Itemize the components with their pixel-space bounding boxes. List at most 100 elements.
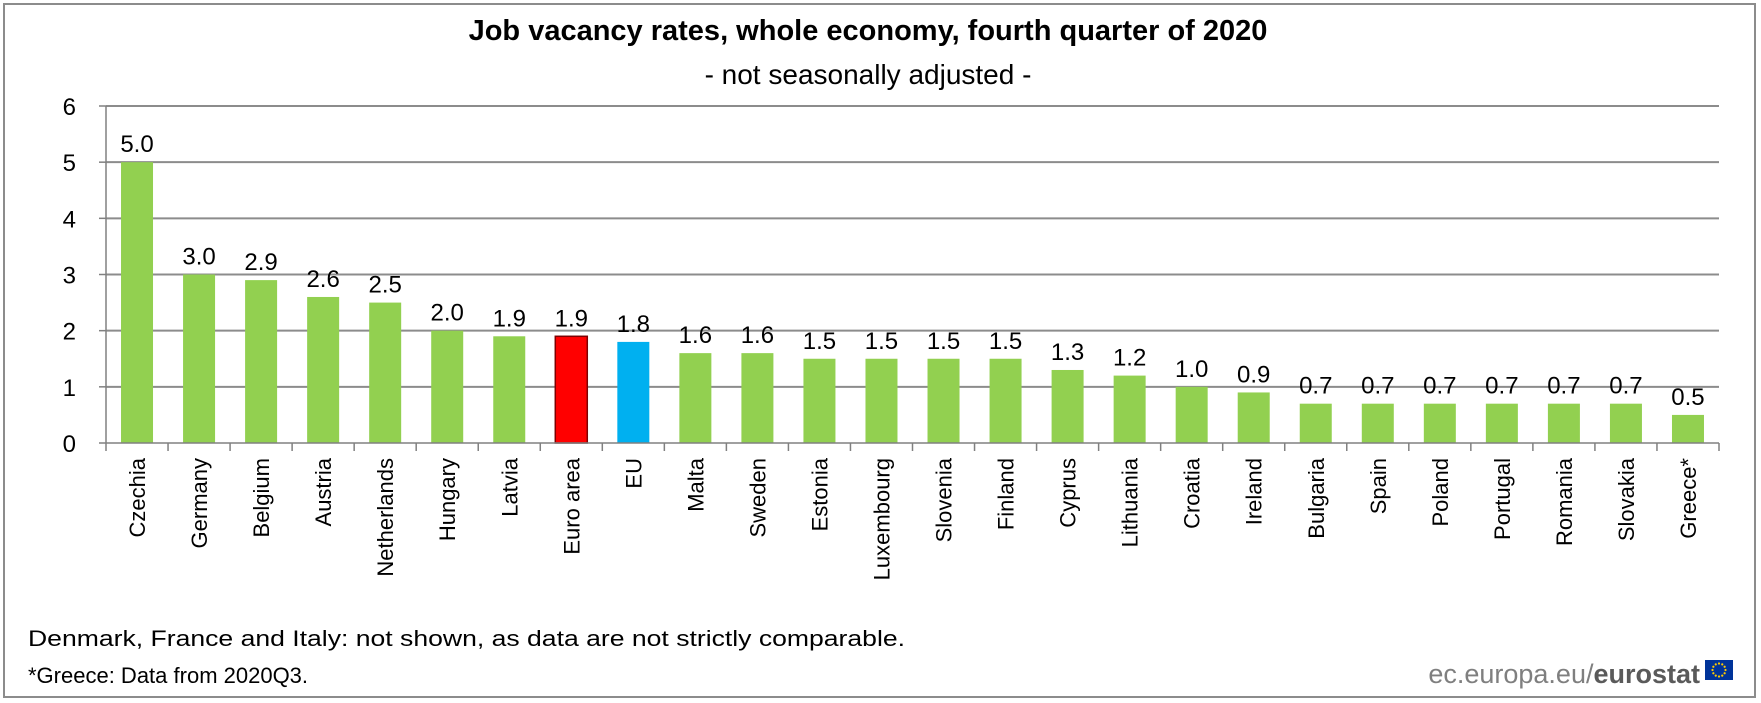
category-label: Malta <box>683 457 708 512</box>
bar <box>1113 375 1146 443</box>
eurostat-branding: ec.europa.eu/eurostat <box>1428 659 1733 689</box>
bar <box>1237 392 1270 443</box>
brand-name: eurostat <box>1593 659 1700 689</box>
x-axis <box>105 106 1720 451</box>
eu-flag-star <box>1723 665 1726 668</box>
category-label: Poland <box>1428 458 1453 527</box>
category-label: Greece* <box>1676 458 1701 539</box>
category-label: Cyprus <box>1056 458 1081 528</box>
data-label: 0.7 <box>1361 373 1394 400</box>
footnote-not-shown: Denmark, France and Italy: not shown, as… <box>28 626 905 651</box>
eu-flag-star <box>1724 668 1727 672</box>
bar <box>1051 369 1084 443</box>
data-label: 0.7 <box>1609 373 1642 400</box>
data-label: 1.9 <box>493 305 526 332</box>
eu-flag-icon <box>1705 660 1733 680</box>
category-label: Latvia <box>497 457 522 516</box>
bar <box>1423 403 1456 443</box>
category-label: Luxembourg <box>869 458 894 580</box>
category-label: Slovakia <box>1614 457 1639 541</box>
category-label: Estonia <box>807 457 832 531</box>
data-label: 1.2 <box>1113 345 1146 372</box>
y-axis-ticks: 0 1 2 3 4 5 6 <box>63 94 106 458</box>
bar <box>927 358 960 443</box>
bar <box>431 330 464 443</box>
category-label: Spain <box>1366 458 1391 514</box>
bar <box>307 296 340 443</box>
y-tick-label: 6 <box>63 94 76 121</box>
data-label: 0.7 <box>1547 373 1580 400</box>
category-label: Austria <box>311 457 336 526</box>
data-label: 2.5 <box>368 272 401 299</box>
chart-subtitle: - not seasonally adjusted - <box>705 59 1032 90</box>
y-tick-label: 1 <box>63 375 76 402</box>
bar <box>1175 386 1208 443</box>
bar <box>865 358 898 443</box>
bar <box>1361 403 1394 443</box>
bar <box>121 162 154 443</box>
eu-flag-star <box>1717 662 1721 665</box>
bar <box>617 341 650 443</box>
eu-flag-field <box>1705 660 1733 680</box>
data-label: 1.6 <box>679 322 712 349</box>
bar <box>183 274 216 443</box>
eu-flag-star <box>1714 674 1717 677</box>
category-label: Slovenia <box>932 457 957 542</box>
eu-flag-star <box>1723 672 1726 675</box>
data-label: 0.5 <box>1671 384 1704 411</box>
bar <box>803 358 836 443</box>
data-labels: 5.0 3.0 2.9 2.6 2.5 2.0 1.9 1.9 1.8 1.6 1.6 1.5 1.5 1… <box>120 131 1704 411</box>
y-tick-label: 2 <box>63 319 76 346</box>
data-label: 5.0 <box>120 131 153 158</box>
bar <box>1485 403 1518 443</box>
eu-flag-star <box>1714 663 1717 666</box>
bar <box>1299 403 1332 443</box>
data-label: 1.9 <box>555 305 588 332</box>
bar <box>679 353 712 443</box>
data-label: 1.0 <box>1175 356 1208 383</box>
category-label: Ireland <box>1242 458 1267 525</box>
bars <box>121 162 1704 444</box>
bar <box>1547 403 1580 443</box>
eu-flag-star <box>1721 674 1724 677</box>
data-label: 0.7 <box>1485 373 1518 400</box>
data-label: 2.0 <box>431 300 464 327</box>
data-label: 1.5 <box>803 328 836 355</box>
category-label: Bulgaria <box>1304 457 1329 538</box>
bar <box>989 358 1022 443</box>
brand-site: ec.europa.eu/ <box>1428 659 1594 689</box>
category-label: EU <box>621 458 646 489</box>
category-label: Sweden <box>745 458 770 538</box>
gridlines <box>106 105 1719 388</box>
y-tick-label: 0 <box>63 431 76 458</box>
category-label: Euro area <box>559 457 584 554</box>
chart-title: Job vacancy rates, whole economy, fourth… <box>469 15 1268 47</box>
category-label: Czechia <box>125 457 150 537</box>
bar <box>493 336 526 443</box>
svg-text:ec.europa.eu/eurostat: ec.europa.eu/eurostat <box>1428 659 1700 689</box>
data-label: 0.9 <box>1237 361 1270 388</box>
data-label: 0.7 <box>1423 373 1456 400</box>
eu-flag-star <box>1717 675 1721 678</box>
data-label: 1.5 <box>927 328 960 355</box>
data-label: 1.8 <box>617 311 650 338</box>
category-label: Belgium <box>249 458 274 537</box>
category-label: Lithuania <box>1118 457 1143 547</box>
data-label: 3.0 <box>182 244 215 271</box>
y-tick-label: 4 <box>63 206 76 233</box>
bar <box>741 353 774 443</box>
data-label: 1.5 <box>865 328 898 355</box>
data-label: 2.9 <box>244 249 277 276</box>
data-label: 1.3 <box>1051 339 1084 366</box>
category-label: Croatia <box>1180 457 1205 529</box>
category-label: Portugal <box>1490 458 1515 540</box>
data-label: 1.5 <box>989 328 1022 355</box>
data-label: 2.6 <box>306 266 339 293</box>
data-label: 0.7 <box>1299 373 1332 400</box>
category-label: Hungary <box>435 458 460 541</box>
category-label: Netherlands <box>373 458 398 577</box>
footnote-greece: *Greece: Data from 2020Q3. <box>28 663 308 688</box>
bar <box>554 335 589 444</box>
category-label: Romania <box>1552 457 1577 546</box>
